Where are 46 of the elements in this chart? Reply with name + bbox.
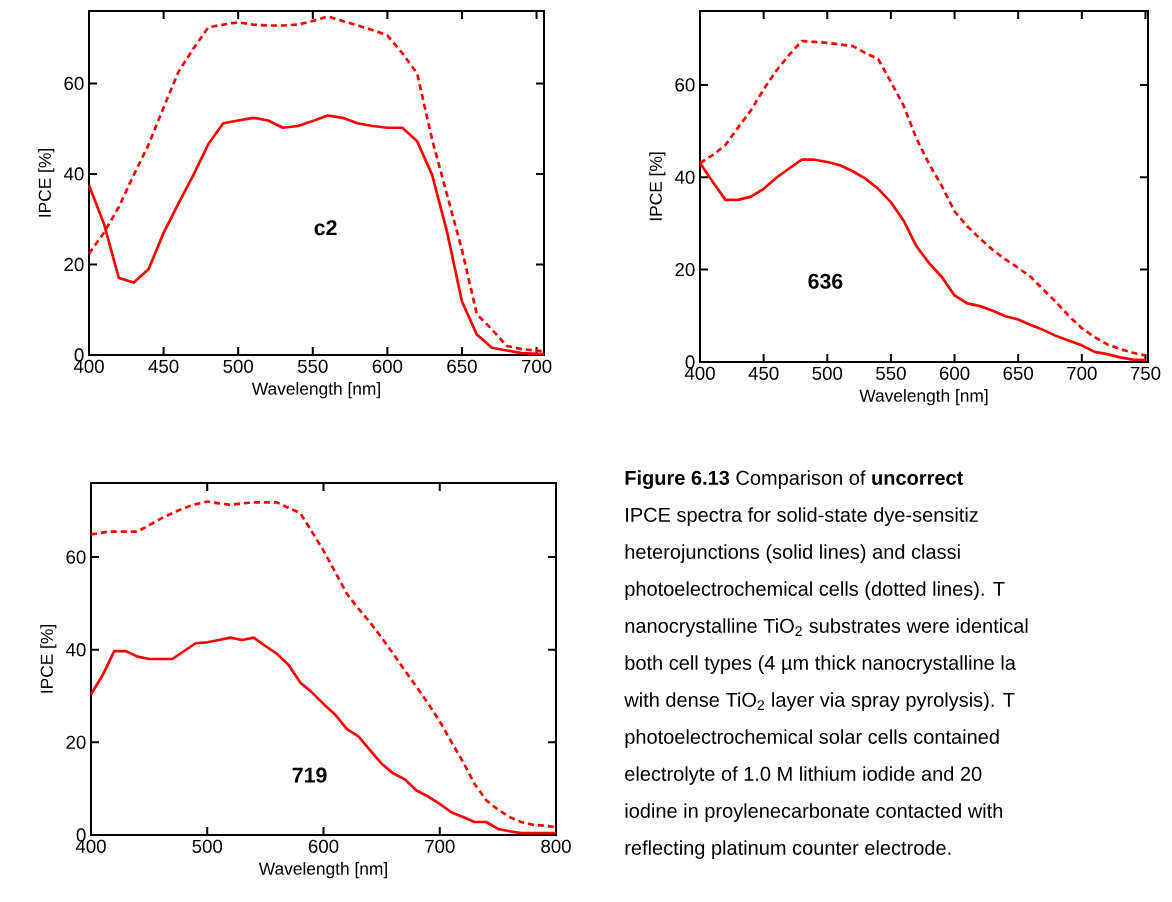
x-axis-title: Wavelength [nm]: [258, 862, 387, 879]
x-tick-label: 700: [1067, 366, 1097, 380]
x-tick-label: 500: [223, 359, 254, 373]
annotation: c2: [314, 220, 337, 236]
x-tick-label: 800: [541, 839, 571, 853]
y-tick-label: 20: [66, 735, 86, 749]
text: IPCE spectra for solid-state dye-sensitiz: [626, 507, 978, 526]
x-tick-label: 450: [148, 359, 179, 373]
text: heterojunctions (solid lines) and classi: [625, 544, 960, 563]
y-tick-label: 60: [675, 78, 695, 92]
x-tick-label: 450: [748, 366, 779, 380]
text: photoelectrochemical solar cells contained: [625, 729, 999, 748]
x-tick-label: 650: [1003, 366, 1034, 380]
x-axis-title: Wavelength [nm]: [251, 382, 380, 399]
y-tick-label: 60: [64, 76, 84, 91]
text: photoelectrochemical cells (dotted lines). T: [625, 581, 1005, 600]
y-tick-label: 40: [65, 643, 86, 657]
text: nanocrystalline TiO$_{2}$ substrates were identical: [625, 618, 1028, 637]
y-tick-label: 40: [674, 170, 695, 184]
x-tick-label: 600: [939, 366, 970, 380]
x-tick-label: 700: [425, 839, 455, 853]
y-tick-label: 40: [63, 167, 84, 181]
text: reflecting platinum counter electrode.: [625, 840, 951, 859]
text: iodine in proylenecarbonate contacted with: [625, 803, 1003, 822]
x-axis-title: Wavelength [nm]: [859, 389, 988, 406]
x-tick-label: 500: [192, 839, 223, 853]
x-tick-label: 600: [372, 359, 403, 373]
y-tick-label: 20: [675, 263, 695, 277]
x-tick-label: 700: [521, 359, 552, 373]
y-axis-title: IPCE [%]: [40, 625, 57, 693]
x-tick-label: 750: [1130, 366, 1161, 380]
annotation: 719: [292, 767, 327, 783]
text: with dense TiO$_{2}$ layer via spray pyrolysis). T: [624, 692, 1015, 711]
annotation: 636: [808, 273, 843, 289]
x-tick-label: 550: [297, 359, 328, 373]
text: both cell types (4 µm thick nanocrystalline la: [625, 655, 1016, 674]
x-tick-label: 650: [447, 359, 477, 373]
y-tick-label: 20: [64, 257, 84, 272]
text: electrolyte of 1.0 M lithium iodide and 20: [625, 766, 982, 785]
text: Figure 6.13 Comparison of uncorrect: [625, 470, 964, 489]
x-tick-label: 600: [308, 839, 339, 853]
y-tick-label: 60: [66, 550, 86, 564]
y-axis-title: IPCE [%]: [649, 152, 666, 221]
x-tick-label: 500: [812, 366, 843, 380]
y-axis-title: IPCE [%]: [38, 149, 55, 217]
x-tick-label: 550: [876, 366, 906, 380]
